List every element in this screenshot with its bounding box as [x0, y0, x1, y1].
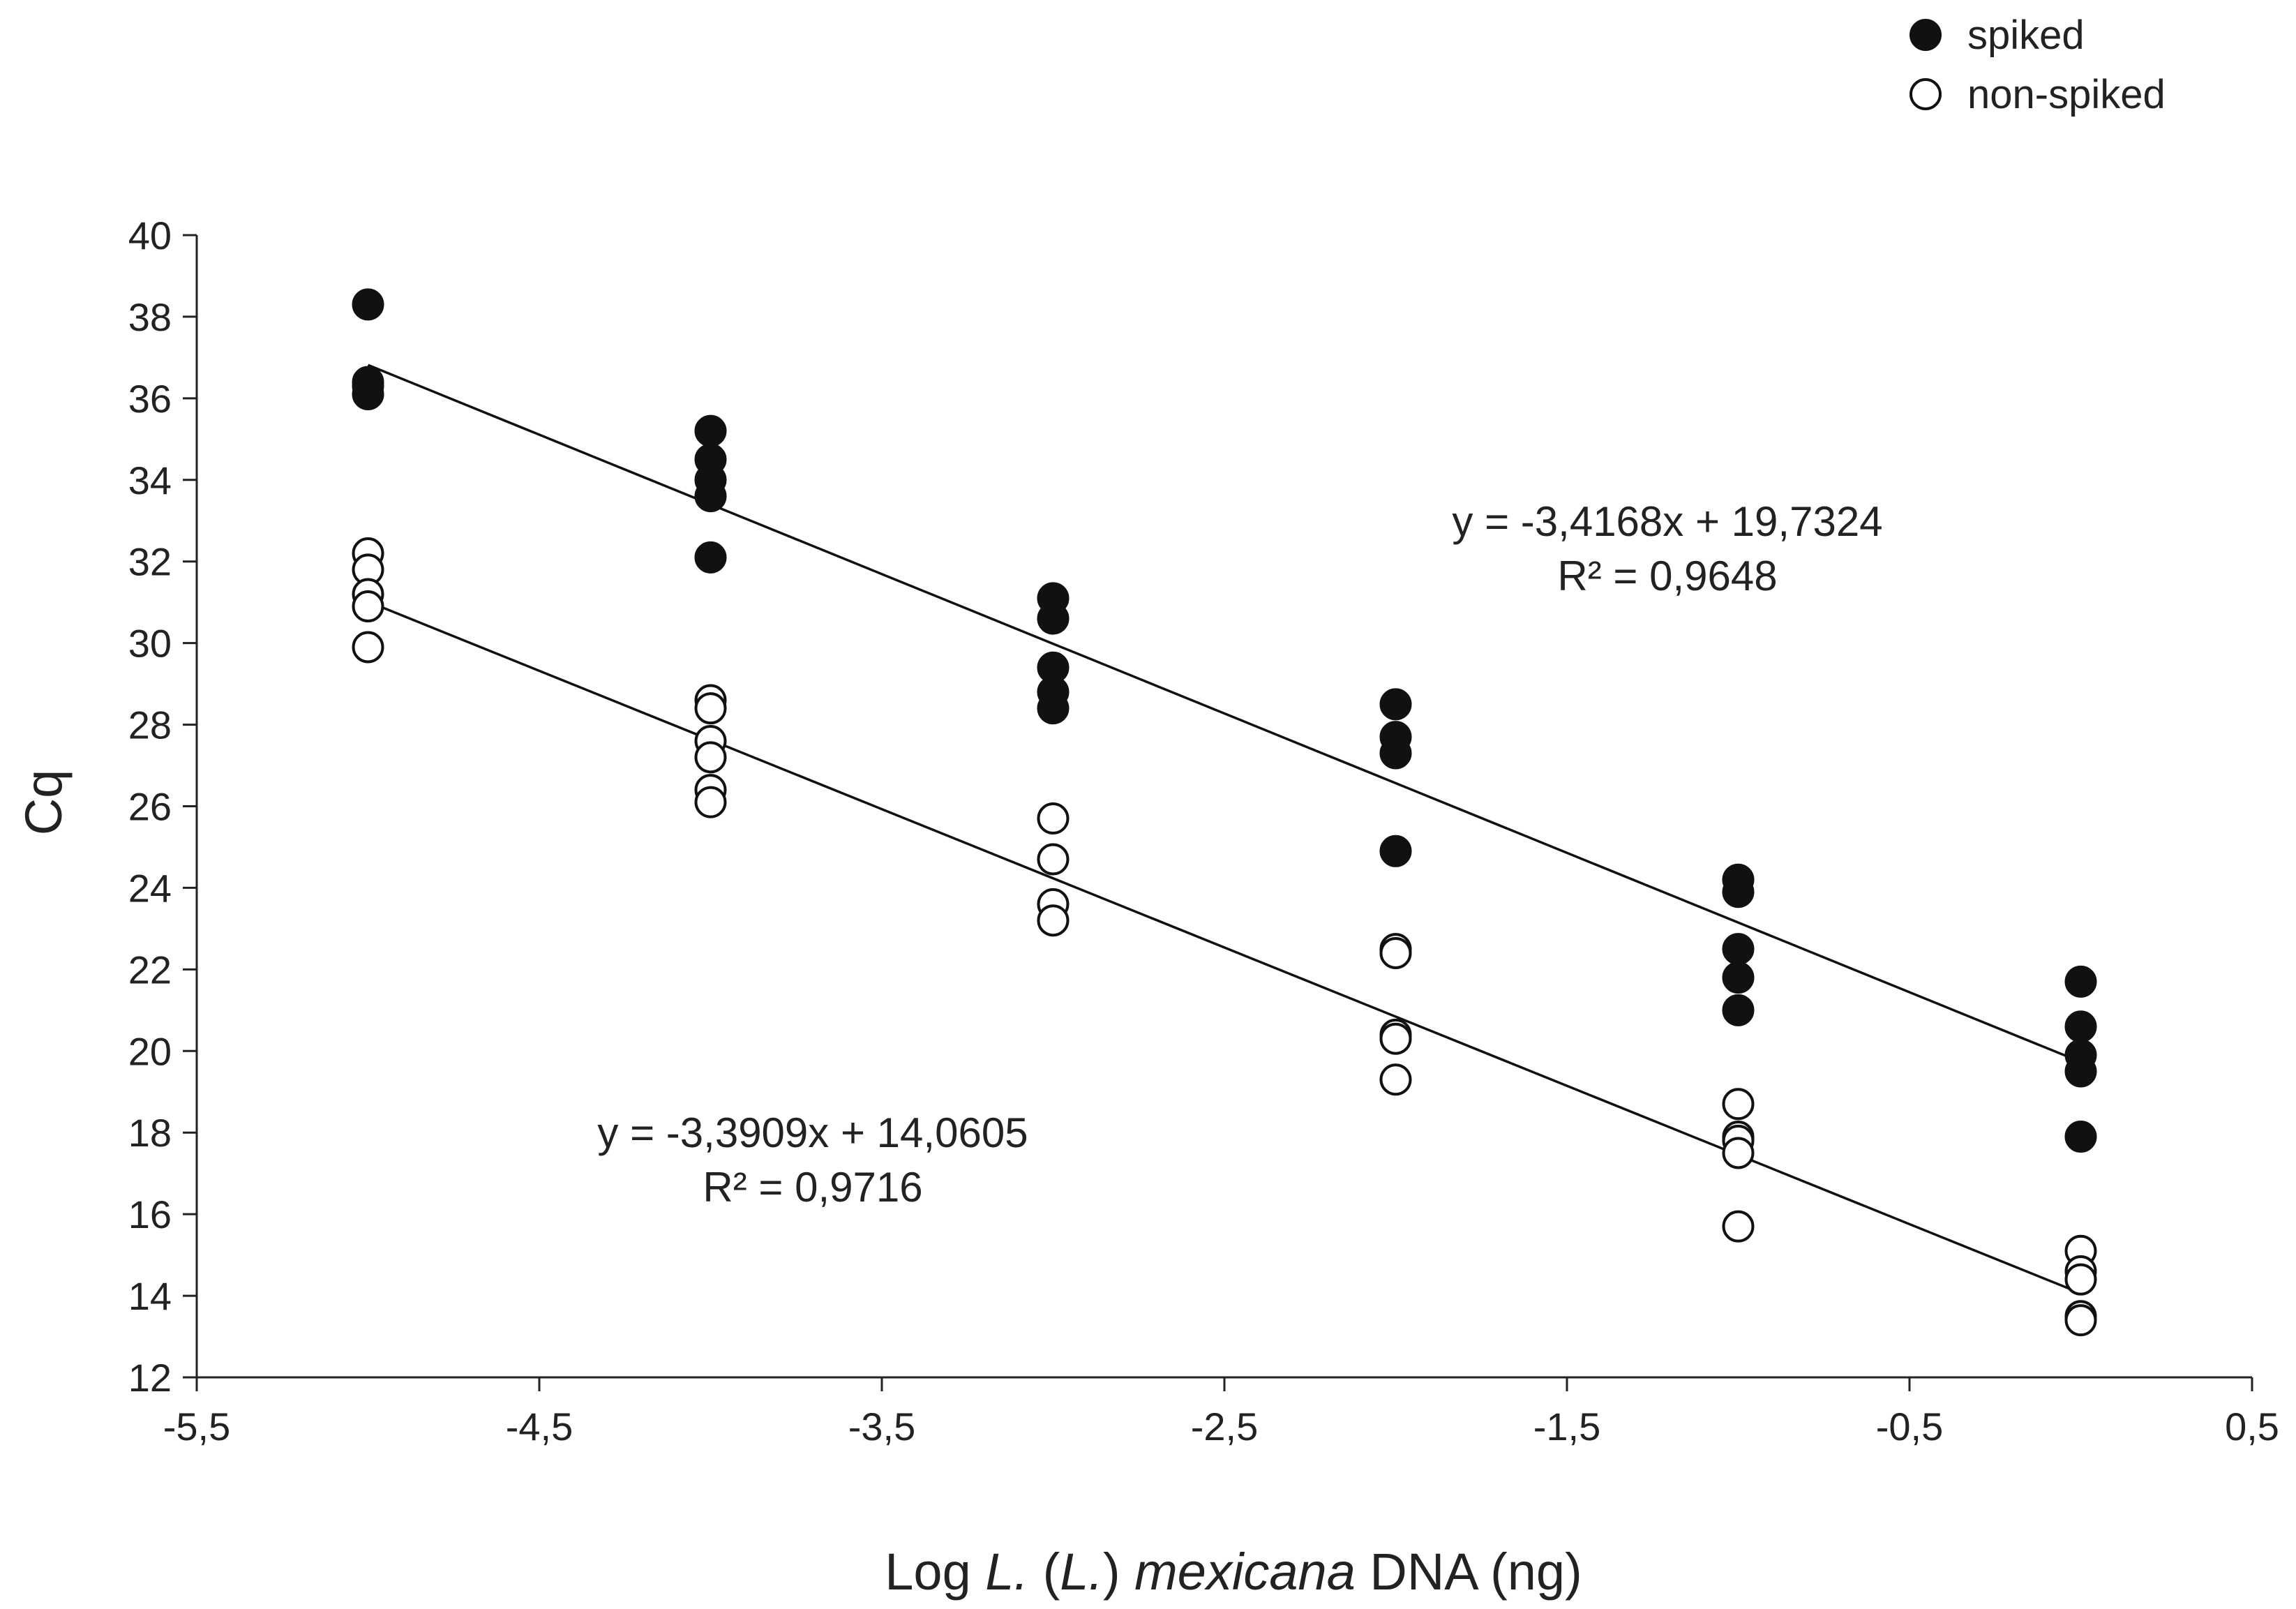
x-tick-label: -0,5	[1876, 1405, 1944, 1449]
data-point-spiked	[1722, 961, 1755, 994]
x-ticks: -5,5 -4,5 -3,5 -2,5 -1,5 -0,5 0,5	[163, 1377, 2279, 1449]
data-point-spiked	[352, 366, 384, 398]
data-point-spiked	[2064, 1010, 2097, 1043]
r2-spiked-text: R² = 0,9648	[1557, 553, 1777, 599]
data-point-spiked	[352, 288, 384, 321]
y-tick-label: 12	[128, 1356, 172, 1400]
data-point-non-spiked	[1379, 936, 1412, 969]
data-point-non-spiked	[2064, 1304, 2097, 1337]
y-ticks: 12 14 16 18 20 22 24 26 28 30 32 34 36 38 40	[128, 214, 197, 1400]
data-point-non-spiked	[352, 590, 384, 623]
data-point-spiked	[2064, 1055, 2097, 1088]
y-tick-label: 20	[128, 1029, 172, 1073]
data-point-non-spiked	[352, 631, 384, 664]
x-tick-label: -1,5	[1533, 1405, 1601, 1449]
legend: spiked non-spiked	[1909, 13, 2166, 117]
legend-label-spiked: spiked	[1967, 13, 2085, 58]
y-tick-label: 18	[128, 1111, 172, 1155]
y-tick-label: 34	[128, 458, 172, 502]
y-tick-label: 22	[128, 948, 172, 991]
data-point-non-spiked	[1722, 1088, 1755, 1121]
x-tick-label: -5,5	[163, 1405, 231, 1449]
x-tick-label: -2,5	[1191, 1405, 1259, 1449]
equation-spiked: y = -3,4168x + 19,7324 R² = 0,9648	[1452, 498, 1882, 599]
data-point-non-spiked	[1037, 843, 1070, 876]
y-tick-label: 32	[128, 540, 172, 584]
y-tick-label: 14	[128, 1274, 172, 1318]
trendline-spiked	[367, 364, 2082, 1063]
series-spiked	[352, 288, 2097, 1153]
data-point-spiked	[2064, 1121, 2097, 1153]
data-point-spiked	[694, 541, 727, 574]
data-point-spiked	[1722, 933, 1755, 966]
data-point-non-spiked	[1722, 1210, 1755, 1243]
legend-marker-non-spiked	[1909, 78, 1942, 110]
x-axis-title-species: mexicana	[1134, 1543, 1356, 1601]
trendline-non-spiked	[367, 600, 2082, 1295]
x-axis-title-paren-open: (	[1028, 1543, 1060, 1601]
data-point-non-spiked	[1037, 904, 1070, 937]
r2-non-spiked-text: R² = 0,9716	[703, 1164, 922, 1211]
data-point-non-spiked	[1379, 1063, 1412, 1096]
legend-label-non-spiked: non-spiked	[1967, 72, 2166, 117]
x-tick-label: -4,5	[506, 1405, 573, 1449]
x-axis-title: Log L. (L.) mexicana DNA (ng)	[885, 1543, 1582, 1601]
x-axis-title-subgenus: L.	[1060, 1543, 1103, 1601]
data-point-non-spiked	[694, 692, 727, 725]
x-tick-label: -3,5	[848, 1405, 916, 1449]
data-point-spiked	[1379, 688, 1412, 721]
x-axis-title-paren-close: )	[1103, 1543, 1134, 1601]
data-point-spiked	[694, 480, 727, 513]
data-point-spiked	[1379, 835, 1412, 867]
y-tick-label: 26	[128, 785, 172, 829]
data-point-non-spiked	[694, 786, 727, 818]
y-tick-label: 24	[128, 866, 172, 910]
y-tick-label: 36	[128, 377, 172, 421]
x-axis-title-suffix: DNA (ng)	[1356, 1543, 1582, 1601]
data-point-spiked	[1722, 876, 1755, 908]
data-point-spiked	[1037, 692, 1070, 725]
series-non-spiked	[352, 537, 2097, 1337]
data-point-spiked	[1722, 994, 1755, 1026]
legend-marker-spiked	[1909, 19, 1942, 51]
y-tick-label: 30	[128, 622, 172, 666]
trendlines	[367, 364, 2082, 1295]
data-point-spiked	[1037, 602, 1070, 635]
data-point-non-spiked	[1722, 1137, 1755, 1169]
data-point-spiked	[2064, 965, 2097, 998]
equation-spiked-text: y = -3,4168x + 19,7324	[1452, 498, 1882, 545]
data-point-spiked	[694, 414, 727, 447]
data-point-non-spiked	[1379, 1022, 1412, 1055]
y-axis-title: Cq	[15, 770, 73, 836]
x-tick-label: 0,5	[2225, 1405, 2279, 1449]
y-tick-label: 40	[128, 214, 172, 257]
data-point-spiked	[1379, 737, 1412, 770]
data-point-non-spiked	[1037, 802, 1070, 835]
y-tick-label: 28	[128, 703, 172, 747]
x-axis-title-genus: L.	[985, 1543, 1028, 1601]
x-axis-title-prefix: Log	[885, 1543, 985, 1601]
y-tick-label: 16	[128, 1192, 172, 1236]
y-tick-label: 38	[128, 295, 172, 339]
data-point-non-spiked	[694, 741, 727, 774]
equation-non-spiked: y = -3,3909x + 14,0605 R² = 0,9716	[597, 1109, 1028, 1211]
data-point-non-spiked	[2064, 1263, 2097, 1296]
equation-non-spiked-text: y = -3,3909x + 14,0605	[597, 1109, 1028, 1156]
